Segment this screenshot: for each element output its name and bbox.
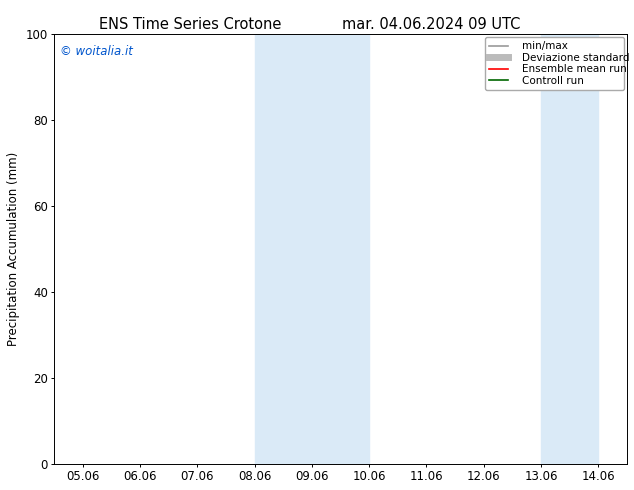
Y-axis label: Precipitation Accumulation (mm): Precipitation Accumulation (mm) bbox=[7, 152, 20, 346]
Bar bbox=[541, 34, 598, 464]
Legend: min/max, Deviazione standard, Ensemble mean run, Controll run: min/max, Deviazione standard, Ensemble m… bbox=[485, 37, 624, 90]
Text: © woitalia.it: © woitalia.it bbox=[60, 45, 133, 58]
Text: ENS Time Series Crotone: ENS Time Series Crotone bbox=[99, 17, 281, 32]
Text: mar. 04.06.2024 09 UTC: mar. 04.06.2024 09 UTC bbox=[342, 17, 521, 32]
Bar bbox=[255, 34, 369, 464]
